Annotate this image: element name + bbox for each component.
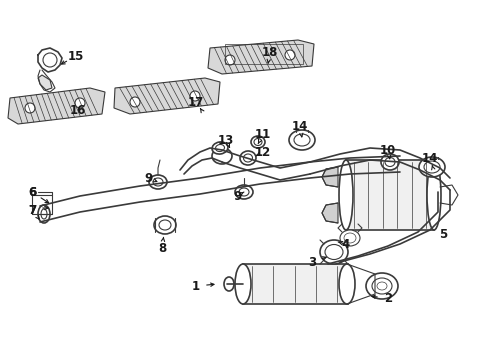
- Ellipse shape: [235, 185, 253, 199]
- Text: 13: 13: [218, 134, 234, 147]
- Circle shape: [225, 55, 235, 65]
- Bar: [225, 44, 303, 64]
- Ellipse shape: [41, 209, 47, 219]
- Ellipse shape: [240, 151, 256, 165]
- Ellipse shape: [235, 264, 251, 304]
- Ellipse shape: [344, 233, 356, 243]
- Text: 16: 16: [70, 104, 86, 117]
- Text: 11: 11: [255, 127, 271, 140]
- Text: 18: 18: [262, 45, 278, 58]
- Ellipse shape: [149, 175, 167, 189]
- Text: 15: 15: [68, 49, 84, 63]
- Ellipse shape: [294, 134, 310, 146]
- Polygon shape: [208, 40, 314, 74]
- Circle shape: [190, 91, 200, 101]
- Text: 6: 6: [28, 185, 36, 198]
- Ellipse shape: [159, 220, 171, 230]
- Ellipse shape: [320, 240, 348, 264]
- Ellipse shape: [38, 205, 50, 223]
- Text: 17: 17: [188, 95, 204, 108]
- Ellipse shape: [419, 157, 445, 177]
- Polygon shape: [8, 88, 105, 124]
- Text: 10: 10: [380, 144, 396, 157]
- Bar: [243, 264, 348, 304]
- Ellipse shape: [289, 130, 315, 150]
- Ellipse shape: [216, 144, 224, 152]
- Bar: [346, 160, 434, 230]
- Text: 8: 8: [158, 242, 166, 255]
- Circle shape: [75, 98, 85, 108]
- Ellipse shape: [212, 142, 228, 154]
- Circle shape: [25, 103, 35, 113]
- Text: 4: 4: [342, 238, 350, 251]
- Ellipse shape: [372, 278, 392, 294]
- Text: 3: 3: [308, 256, 316, 269]
- Ellipse shape: [239, 188, 249, 196]
- Ellipse shape: [381, 154, 399, 170]
- Ellipse shape: [153, 178, 163, 186]
- Polygon shape: [322, 167, 338, 187]
- Text: 2: 2: [384, 292, 392, 305]
- Ellipse shape: [244, 154, 252, 162]
- Text: 7: 7: [28, 203, 36, 216]
- Ellipse shape: [427, 160, 441, 230]
- Ellipse shape: [340, 230, 360, 246]
- Ellipse shape: [377, 282, 387, 290]
- Ellipse shape: [325, 244, 343, 260]
- Ellipse shape: [424, 161, 440, 173]
- Ellipse shape: [339, 264, 355, 304]
- Ellipse shape: [251, 136, 265, 148]
- Circle shape: [285, 50, 295, 60]
- Ellipse shape: [154, 216, 176, 234]
- Ellipse shape: [224, 277, 234, 291]
- Ellipse shape: [385, 158, 395, 166]
- Polygon shape: [38, 75, 52, 90]
- Circle shape: [43, 53, 57, 67]
- Text: 14: 14: [292, 120, 308, 132]
- Polygon shape: [114, 78, 220, 114]
- Text: 9: 9: [144, 171, 152, 184]
- Text: 1: 1: [192, 279, 200, 292]
- Text: 14: 14: [422, 152, 438, 165]
- Ellipse shape: [212, 148, 232, 164]
- Text: 5: 5: [439, 228, 447, 240]
- Circle shape: [130, 97, 140, 107]
- Text: 7: 7: [28, 203, 36, 216]
- Text: 12: 12: [255, 145, 271, 158]
- Polygon shape: [322, 203, 338, 223]
- Ellipse shape: [366, 273, 398, 299]
- Ellipse shape: [254, 139, 262, 145]
- Text: 6: 6: [28, 185, 36, 198]
- Ellipse shape: [339, 160, 353, 230]
- Text: 9: 9: [233, 189, 241, 202]
